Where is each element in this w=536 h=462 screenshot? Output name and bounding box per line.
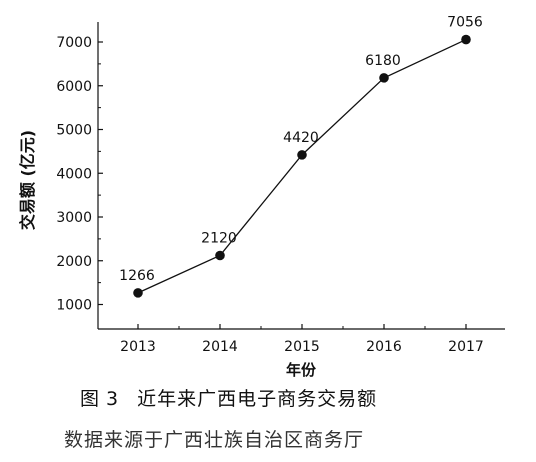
figure-number: 3 bbox=[106, 388, 120, 410]
data-label: 4420 bbox=[283, 130, 319, 146]
y-tick-label: 1000 bbox=[56, 298, 92, 314]
data-point bbox=[461, 34, 471, 45]
y-tick-label: 2000 bbox=[56, 254, 92, 270]
figure-title: 近年来广西电子商务交易额 bbox=[137, 388, 378, 410]
data-label: 2120 bbox=[201, 231, 237, 247]
series-group: 1266 2120 4420 6180 7056 bbox=[119, 15, 483, 298]
y-axis-title: 交易额 (亿元) bbox=[18, 130, 37, 230]
y-tick-label: 3000 bbox=[56, 210, 92, 226]
figure-source: 数据来源于广西壮族自治区商务厅 bbox=[64, 429, 365, 451]
figure-caption: 图 3 近年来广西电子商务交易额 bbox=[80, 384, 480, 411]
x-tick-label: 2016 bbox=[366, 339, 402, 355]
data-point bbox=[297, 150, 307, 160]
x-axis-title: 年份 bbox=[286, 361, 317, 379]
data-point bbox=[215, 250, 225, 261]
x-tick-label: 2013 bbox=[120, 339, 156, 355]
data-label: 6180 bbox=[365, 53, 401, 69]
y-tick-label: 5000 bbox=[56, 123, 92, 139]
x-tick-label: 2014 bbox=[202, 339, 238, 355]
x-tick-label: 2015 bbox=[284, 339, 320, 355]
figure-label: 图 bbox=[80, 388, 101, 410]
x-tick-label: 2017 bbox=[448, 339, 484, 355]
y-axis-ticks: 1000 2000 3000 4000 5000 6000 7000 bbox=[56, 35, 103, 314]
data-point bbox=[379, 73, 389, 83]
data-label: 1266 bbox=[119, 268, 155, 284]
data-label: 7056 bbox=[447, 15, 483, 31]
data-point bbox=[133, 288, 143, 298]
y-tick-label: 7000 bbox=[56, 35, 92, 51]
series-line bbox=[137, 38, 467, 294]
y-tick-label: 4000 bbox=[56, 166, 92, 182]
x-axis-ticks: 2013 2014 2015 2016 2017 bbox=[120, 324, 484, 355]
y-tick-label: 6000 bbox=[56, 79, 92, 95]
